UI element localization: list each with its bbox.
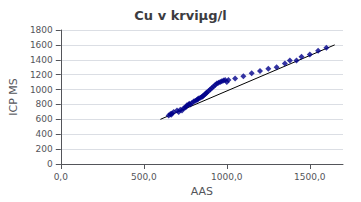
svg-text:1200: 1200 <box>30 70 53 80</box>
svg-text:400: 400 <box>36 129 53 139</box>
svg-text:1800: 1800 <box>30 25 53 35</box>
svg-text:800: 800 <box>36 99 53 109</box>
svg-text:1600: 1600 <box>30 40 53 50</box>
svg-text:1000,0: 1000,0 <box>211 172 243 182</box>
svg-text:500,0: 500,0 <box>131 172 157 182</box>
svg-text:AAS: AAS <box>191 185 213 198</box>
svg-text:600: 600 <box>36 114 53 124</box>
svg-text:Cu v krviμg/l: Cu v krviμg/l <box>134 8 226 23</box>
svg-text:ICP MS: ICP MS <box>7 78 20 116</box>
svg-text:0: 0 <box>47 159 53 169</box>
svg-text:200: 200 <box>36 144 53 154</box>
svg-text:1500,0: 1500,0 <box>294 172 326 182</box>
svg-text:0,0: 0,0 <box>54 172 69 182</box>
svg-text:1400: 1400 <box>30 55 53 65</box>
svg-text:1000: 1000 <box>30 85 53 95</box>
